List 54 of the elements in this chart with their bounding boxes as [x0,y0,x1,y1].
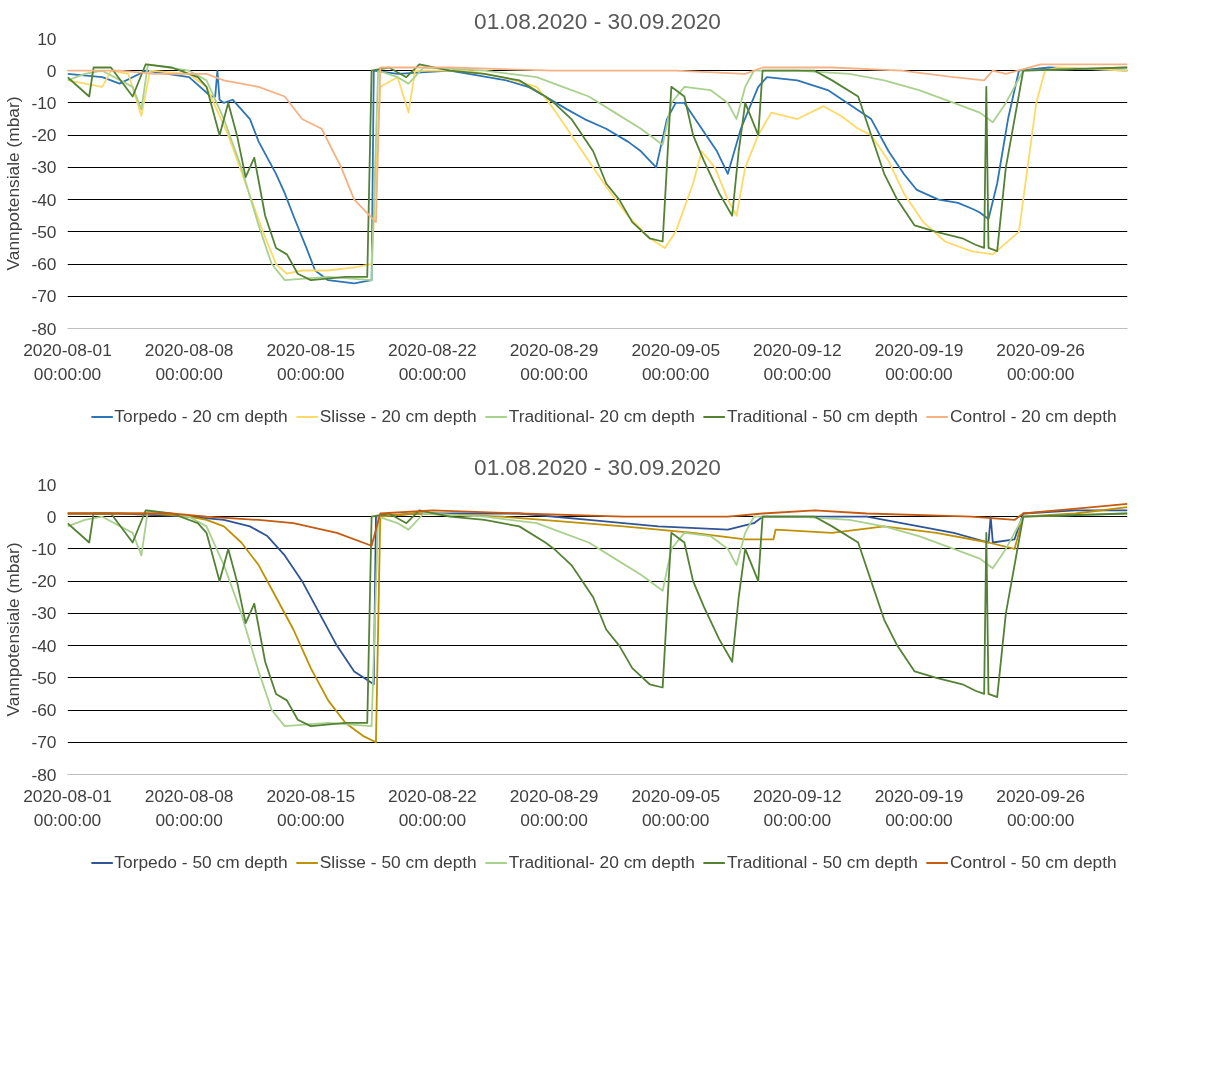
y-tick-label: -10 [31,538,57,559]
x-tick-label: 2020-09-05 00:00:00 [631,339,721,384]
legend-label: Torpedo - 20 cm depth [114,405,288,427]
x-tick-label: 2020-09-26 00:00:00 [996,339,1085,384]
chart-title: 01.08.2020 - 30.09.2020 [474,7,721,34]
legend-label: Traditional - 50 cm depth [726,851,919,873]
x-tick-label: 2020-08-15 00:00:00 [266,785,356,830]
legend-label: Traditional - 50 cm depth [726,405,919,427]
x-tick-label: 2020-08-22 00:00:00 [388,785,477,830]
x-tick-label: 2020-09-26 00:00:00 [996,785,1085,830]
x-tick-label: 2020-08-29 00:00:00 [509,339,599,384]
legend-label: Traditional- 20 cm depth [508,405,695,427]
y-tick-label: 0 [46,506,57,527]
y-tick-label: -50 [31,667,57,688]
x-tick-label: 2020-09-19 00:00:00 [874,339,964,384]
y-tick-label: -40 [31,635,57,656]
y-tick-label: -60 [31,254,57,275]
legend-label: Traditional- 20 cm depth [508,851,695,873]
y-tick-label: -30 [31,603,57,624]
y-tick-label: 10 [37,474,57,495]
legend-label: Slisse - 20 cm depth [319,405,477,427]
y-tick-label: 10 [37,28,57,49]
x-tick-label: 2020-09-12 00:00:00 [753,785,842,830]
y-tick-label: -70 [31,732,57,753]
x-tick-label: 2020-09-12 00:00:00 [753,339,842,384]
chart-title: 01.08.2020 - 30.09.2020 [474,453,721,480]
x-tick-label: 2020-08-15 00:00:00 [266,339,356,384]
x-tick-label: 2020-09-19 00:00:00 [874,785,964,830]
y-tick-label: -80 [31,318,57,339]
legend-label: Slisse - 50 cm depth [319,851,477,873]
y-tick-label: -70 [31,286,57,307]
y-tick-label: -30 [31,157,57,178]
y-axis-title: Vannpotensiale (mbar) [3,542,24,717]
x-tick-label: 2020-08-22 00:00:00 [388,339,477,384]
x-tick-label: 2020-08-29 00:00:00 [509,785,599,830]
y-tick-label: -10 [31,92,57,113]
y-tick-label: -20 [31,571,57,592]
x-tick-label: 2020-09-05 00:00:00 [631,785,721,830]
x-tick-label: 2020-08-01 00:00:00 [23,785,112,830]
y-tick-label: -50 [31,221,57,242]
legend-label: Control - 20 cm depth [950,405,1117,427]
y-tick-label: -20 [31,125,57,146]
x-tick-label: 2020-08-08 00:00:00 [144,785,234,830]
y-tick-label: 0 [46,60,57,81]
line-series [67,63,1128,224]
y-tick-label: -40 [31,189,57,210]
legend-label: Torpedo - 50 cm depth [114,851,288,873]
line-series [67,502,1128,547]
x-tick-label: 2020-08-01 00:00:00 [23,339,112,384]
y-tick-label: -60 [31,700,57,721]
y-tick-label: -80 [31,764,57,785]
legend-label: Control - 50 cm depth [950,851,1117,873]
y-axis-title: Vannpotensiale (mbar) [3,96,24,271]
x-tick-label: 2020-08-08 00:00:00 [144,339,234,384]
